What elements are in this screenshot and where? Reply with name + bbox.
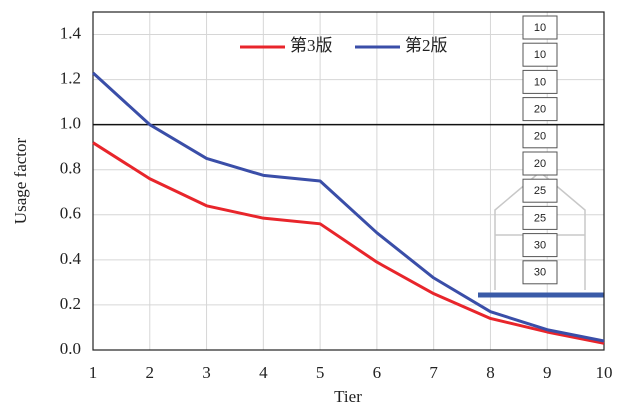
legend-label: 第3版 [290, 36, 333, 55]
y-tick-label: 0.0 [60, 339, 81, 358]
chart: 10101020202025253030 Tier Usage factor 1… [0, 0, 625, 410]
inset-label: 30 [534, 240, 546, 252]
inset-label: 10 [534, 49, 546, 61]
x-tick-label: 9 [543, 363, 552, 382]
x-tick-label: 7 [429, 363, 438, 382]
y-tick-label: 1.2 [60, 69, 81, 88]
y-tick-label: 0.6 [60, 204, 81, 223]
inset-stack: 10 10 10 20 20 20 25 25 30 30 [523, 16, 557, 284]
x-tick-label: 5 [316, 363, 325, 382]
inset-label: 10 [534, 22, 546, 34]
x-tick-label: 1 [89, 363, 98, 382]
inset-label: 10 [534, 76, 546, 88]
inset-label: 20 [534, 131, 546, 143]
y-tick-label: 1.4 [60, 23, 82, 42]
y-tick-label: 0.4 [60, 249, 82, 268]
x-tick-label: 8 [486, 363, 495, 382]
x-tick-label: 2 [146, 363, 155, 382]
x-tick-label: 10 [596, 363, 613, 382]
y-tick-label: 1.0 [60, 114, 81, 133]
x-tick-label: 3 [202, 363, 211, 382]
inset-label: 20 [534, 104, 546, 116]
x-axis-label: Tier [334, 387, 362, 406]
y-axis-label: Usage factor [11, 137, 30, 224]
legend-label: 第2版 [405, 36, 448, 55]
inset-label: 30 [534, 267, 546, 279]
y-tick-label: 0.2 [60, 294, 81, 313]
inset-label: 25 [534, 185, 546, 197]
x-tick-label: 6 [373, 363, 382, 382]
inset-label: 20 [534, 158, 546, 170]
inset-label: 25 [534, 212, 546, 224]
y-tick-label: 0.8 [60, 159, 81, 178]
x-tick-label: 4 [259, 363, 268, 382]
